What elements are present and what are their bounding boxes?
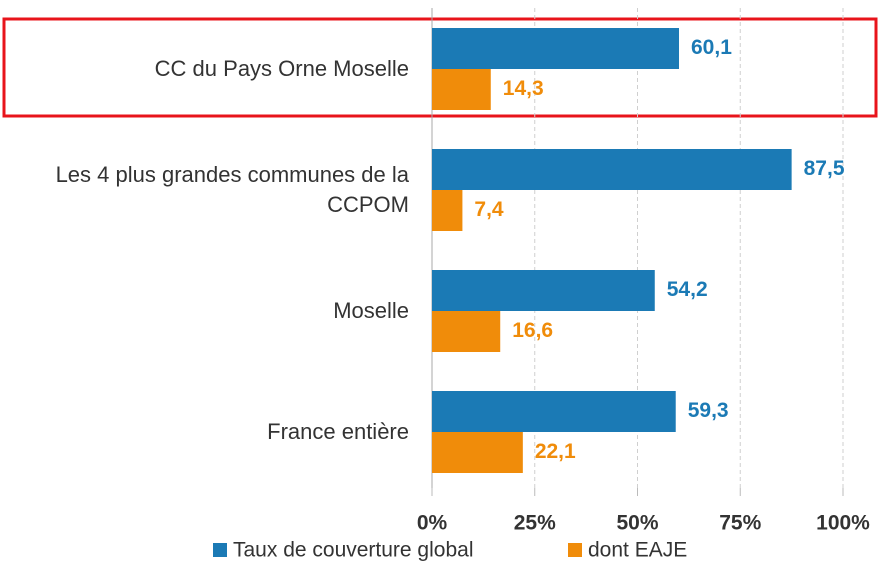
- x-tick-label: 25%: [514, 512, 556, 535]
- bar: [432, 432, 523, 473]
- legend-swatch: [213, 543, 227, 557]
- value-label: 54,2: [667, 278, 708, 301]
- legend-label: dont EAJE: [588, 539, 687, 562]
- bar: [432, 69, 491, 110]
- x-tick-label: 50%: [616, 512, 658, 535]
- category-label: CC du Pays Orne Moselle: [154, 56, 409, 81]
- value-label: 87,5: [804, 157, 845, 180]
- value-label: 22,1: [535, 440, 576, 463]
- x-tick-label: 0%: [417, 512, 448, 535]
- category-label: Les 4 plus grandes communes de la CCPOM: [55, 162, 409, 217]
- legend-label: Taux de couverture global: [233, 539, 474, 562]
- value-label: 60,1: [691, 36, 732, 59]
- value-label: 59,3: [688, 399, 729, 422]
- highlight-box: [2, 17, 878, 118]
- bar: [432, 311, 501, 352]
- bar: [432, 391, 676, 432]
- value-label: 14,3: [503, 77, 544, 100]
- bar: [432, 149, 792, 190]
- bar: [432, 28, 680, 69]
- category-label: Moselle: [333, 298, 409, 323]
- legend-swatch: [568, 543, 582, 557]
- x-tick-label: 100%: [816, 512, 870, 535]
- x-tick-label: 75%: [719, 512, 761, 535]
- category-label: France entière: [267, 419, 409, 444]
- bar: [432, 190, 463, 231]
- bar: [432, 270, 655, 311]
- value-label: 7,4: [474, 198, 504, 221]
- value-label: 16,6: [512, 319, 553, 342]
